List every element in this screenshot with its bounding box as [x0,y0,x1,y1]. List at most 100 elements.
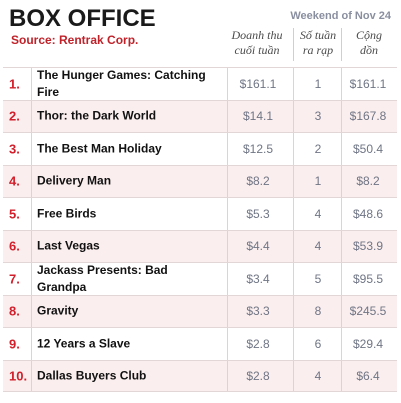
film-title: Jackass Presents: Bad Grandpa [37,262,168,294]
weeks-in-release: 4 [314,368,322,383]
cumulative-gross: $8.2 [356,174,380,189]
weekend-date: Weekend of Nov 24 [290,10,391,22]
table-row: 7. Jackass Presents: Bad Grandpa $3.4 5 $95.… [3,262,397,295]
row-divider [227,360,228,391]
row-divider [341,198,342,230]
rank-number: 8. [9,303,20,319]
weeks-in-release: 4 [314,206,322,221]
weekend-gross: $12.5 [242,141,274,156]
rank-number: 10. [9,368,28,384]
film-title: Free Birds [37,206,97,221]
box-office-table: BOX OFFICE Source: Rentrak Corp. Weekend… [3,4,397,400]
film-title: The Best Man Holiday [37,141,162,156]
row-divider [227,165,228,197]
cumulative-gross: $167.8 [349,109,387,124]
cumulative-gross: $29.4 [352,336,384,351]
row-divider [31,295,32,327]
table-row: 10. Dallas Buyers Club $2.8 4 $6.4 [3,359,397,392]
table-body: 1. The Hunger Games: Catching Fire $161.1 1… [3,67,397,392]
cumulative-gross: $6.4 [356,368,380,383]
cumulative-gross: $50.4 [352,141,384,156]
column-header-weekend-gross-line1: Doanh thu [231,28,283,42]
table-row: 9. 12 Years a Slave $2.8 6 $29.4 [3,327,397,360]
table-row: 6. Last Vegas $4.4 4 $53.9 [3,229,397,262]
row-divider [341,133,342,165]
weeks-in-release: 3 [314,109,322,124]
row-divider [31,360,32,391]
weeks-in-release: 5 [314,271,322,286]
rank-number: 9. [9,336,20,352]
column-header-weekend-gross-line2: cuối tuần [234,43,280,57]
cumulative-gross: $53.9 [352,239,384,254]
row-divider [293,263,294,295]
rank-number: 5. [9,206,20,222]
table-row: 2. Thor: the Dark World $14.1 3 $167.8 [3,99,397,132]
weekend-gross: $3.3 [246,304,270,319]
row-divider [31,133,32,165]
rank-number: 6. [9,238,20,254]
row-divider [31,68,32,100]
row-divider [31,198,32,230]
row-divider [293,328,294,360]
weekend-gross: $3.4 [246,271,270,286]
film-title: Gravity [37,303,79,318]
row-divider [293,68,294,100]
source-line: Source: Rentrak Corp. [11,33,139,47]
row-divider [341,68,342,100]
row-divider [293,360,294,391]
row-divider [227,68,228,100]
column-header-total: Cộng dồn [344,28,394,58]
row-divider [31,100,32,132]
row-divider [293,133,294,165]
column-header-weekend-gross: Doanh thu cuối tuần [225,28,289,58]
film-title: Delivery Man [37,173,112,188]
weekend-gross: $14.1 [242,109,274,124]
film-title: The Hunger Games: Catching Fire [37,67,206,99]
weeks-in-release: 1 [314,174,322,189]
table-row: 3. The Best Man Holiday $12.5 2 $50.4 [3,132,397,165]
row-divider [341,263,342,295]
table-row: 5. Free Birds $5.3 4 $48.6 [3,197,397,230]
cumulative-gross: $245.5 [349,304,387,319]
rank-number: 3. [9,141,20,157]
row-divider [341,360,342,391]
weeks-in-release: 4 [314,239,322,254]
row-divider [341,165,342,197]
weekend-gross: $2.8 [246,368,270,383]
weekend-gross: $8.2 [246,174,270,189]
row-divider [293,165,294,197]
rank-number: 2. [9,108,20,124]
film-title: 12 Years a Slave [37,336,131,351]
row-divider [31,230,32,262]
row-divider [31,165,32,197]
rank-number: 4. [9,173,20,189]
row-divider [341,328,342,360]
column-header-weeks-line2: ra rạp [302,43,334,57]
cumulative-gross: $161.1 [349,76,387,91]
column-header-weeks: Số tuần ra rạp [298,28,338,58]
weekend-gross: $4.4 [246,239,270,254]
table-row: 4. Delivery Man $8.2 1 $8.2 [3,164,397,197]
row-divider [227,295,228,327]
row-divider [293,100,294,132]
table-row: 1. The Hunger Games: Catching Fire $161.1 1… [3,67,397,100]
rank-number: 1. [9,76,20,92]
weeks-in-release: 8 [314,304,322,319]
row-divider [31,263,32,295]
header-divider [293,28,294,61]
row-divider [341,100,342,132]
weeks-in-release: 2 [314,141,322,156]
table-row: 8. Gravity $3.3 8 $245.5 [3,294,397,327]
row-divider [31,328,32,360]
row-divider [227,133,228,165]
row-divider [227,230,228,262]
weekend-gross: $2.8 [246,336,270,351]
cumulative-gross: $95.5 [352,271,384,286]
rank-number: 7. [9,271,20,287]
weeks-in-release: 1 [314,76,322,91]
row-divider [341,295,342,327]
weeks-in-release: 6 [314,336,322,351]
row-divider [227,263,228,295]
header-divider [341,28,342,61]
weekend-gross: $161.1 [239,76,277,91]
